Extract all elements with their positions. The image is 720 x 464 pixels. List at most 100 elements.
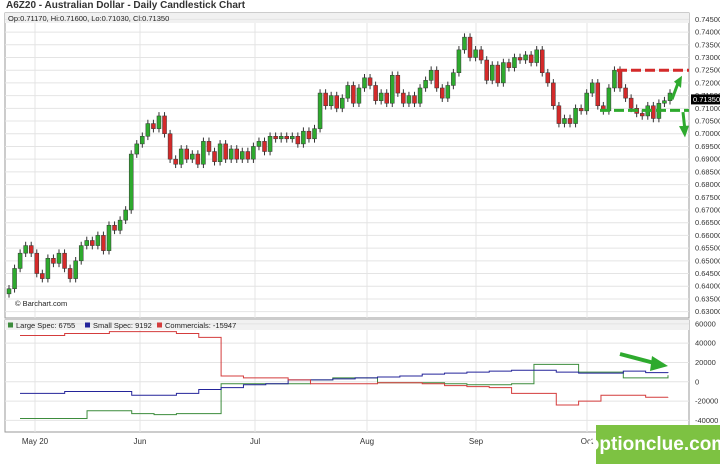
candle-up bbox=[512, 57, 517, 68]
last-price-value: 0.71350 bbox=[693, 95, 720, 104]
candle-down bbox=[351, 85, 356, 104]
price-tick-label: 0.70500 bbox=[695, 117, 720, 126]
x-month-label: Jul bbox=[250, 437, 260, 446]
candle-down bbox=[578, 108, 584, 112]
price-tick-label: 0.72500 bbox=[695, 66, 720, 75]
candle-down bbox=[651, 105, 656, 119]
candle-down bbox=[467, 36, 473, 58]
legend-swatch bbox=[157, 322, 162, 328]
x-month-label: May 20 bbox=[22, 437, 49, 446]
candle-up bbox=[178, 148, 184, 165]
candle-up bbox=[312, 128, 317, 140]
candle-up bbox=[95, 235, 101, 246]
candle-up bbox=[56, 252, 62, 264]
candle-up bbox=[390, 75, 395, 104]
candle-down bbox=[639, 113, 645, 117]
candle-down bbox=[395, 75, 401, 94]
candle-down bbox=[567, 118, 573, 124]
candle-up bbox=[417, 87, 423, 104]
ohlc-readout: Op:0.71170, Hi:0.71600, Lo:0.71030, Cl:0… bbox=[8, 14, 169, 23]
candle-down bbox=[373, 85, 378, 101]
price-tick-label: 0.64500 bbox=[695, 269, 720, 278]
candle-down bbox=[162, 115, 167, 134]
candle-down bbox=[517, 57, 523, 61]
price-tick-label: 0.67500 bbox=[695, 193, 720, 202]
candle-up bbox=[17, 252, 23, 269]
candle-up bbox=[584, 92, 589, 112]
candle-up bbox=[662, 100, 667, 104]
candle-up bbox=[501, 62, 506, 84]
candle-down bbox=[484, 59, 489, 81]
candle-up bbox=[190, 153, 195, 160]
candle-up bbox=[473, 49, 478, 58]
candle-up bbox=[45, 258, 51, 279]
candle-up bbox=[117, 219, 123, 231]
candle-up bbox=[84, 240, 90, 246]
cot-tick-label: 40000 bbox=[695, 339, 716, 348]
price-tick-label: 0.69500 bbox=[695, 142, 720, 151]
candle-up bbox=[278, 136, 284, 140]
candle-down bbox=[334, 95, 339, 109]
legend-band bbox=[5, 320, 689, 330]
candle-down bbox=[295, 136, 301, 145]
ohlc-header-band bbox=[5, 13, 689, 23]
price-tick-label: 0.66000 bbox=[695, 231, 720, 240]
price-tick-label: 0.65500 bbox=[695, 244, 720, 253]
price-tick-label: 0.63000 bbox=[695, 307, 720, 316]
candle-down bbox=[67, 268, 73, 279]
candle-down bbox=[234, 148, 239, 160]
candle-up bbox=[451, 72, 456, 86]
candle-down bbox=[528, 54, 534, 63]
candle-up bbox=[612, 69, 617, 89]
price-panel-frame bbox=[4, 12, 690, 319]
price-tick-label: 0.74000 bbox=[695, 28, 720, 37]
price-tick-label: 0.72000 bbox=[695, 78, 720, 87]
candle-up bbox=[362, 77, 367, 89]
candle-up bbox=[240, 151, 245, 160]
candle-down bbox=[284, 136, 289, 140]
candle-up bbox=[445, 85, 451, 99]
x-month-label: Sep bbox=[469, 437, 484, 446]
cot-tick-label: 20000 bbox=[695, 358, 716, 367]
cot-tick-label: 60000 bbox=[695, 319, 716, 328]
commercials-line bbox=[20, 331, 669, 406]
price-tick-label: 0.65000 bbox=[695, 256, 720, 265]
candle-down bbox=[412, 95, 417, 104]
price-tick-label: 0.71000 bbox=[695, 104, 720, 113]
candle-down bbox=[595, 82, 601, 107]
candle-down bbox=[34, 252, 40, 274]
candle-up bbox=[534, 49, 539, 63]
candle-down bbox=[539, 49, 545, 73]
price-tick-label: 0.64000 bbox=[695, 282, 720, 291]
candle-down bbox=[90, 240, 95, 246]
candle-down bbox=[195, 153, 201, 165]
cot-tick-label: -40000 bbox=[695, 416, 718, 425]
candle-down bbox=[101, 235, 106, 251]
candle-down bbox=[273, 136, 278, 140]
candle-down bbox=[506, 62, 512, 68]
candle-down bbox=[112, 224, 117, 231]
candle-down bbox=[167, 133, 173, 160]
candle-up bbox=[140, 136, 145, 145]
candle-up bbox=[301, 130, 306, 145]
candle-up bbox=[128, 153, 134, 211]
candle-up bbox=[462, 36, 467, 51]
candle-up bbox=[423, 80, 428, 89]
candle-up bbox=[251, 146, 256, 160]
price-tick-label: 0.68000 bbox=[695, 180, 720, 189]
candle-up bbox=[356, 87, 362, 104]
candle-up bbox=[456, 49, 462, 73]
x-month-label: Jun bbox=[134, 437, 147, 446]
candle-down bbox=[151, 123, 156, 129]
candle-up bbox=[490, 64, 495, 81]
candle-down bbox=[623, 87, 628, 99]
price-tick-label: 0.66500 bbox=[695, 218, 720, 227]
candle-up bbox=[73, 260, 78, 279]
down-arrow-head bbox=[679, 125, 689, 138]
candle-down bbox=[262, 141, 267, 152]
price-tick-label: 0.73000 bbox=[695, 53, 720, 62]
chart-title-bar: A6Z20 - Australian Dollar - Daily Candle… bbox=[0, 0, 720, 12]
candle-up bbox=[267, 136, 273, 152]
candle-up bbox=[256, 141, 262, 147]
candle-up bbox=[12, 268, 17, 290]
